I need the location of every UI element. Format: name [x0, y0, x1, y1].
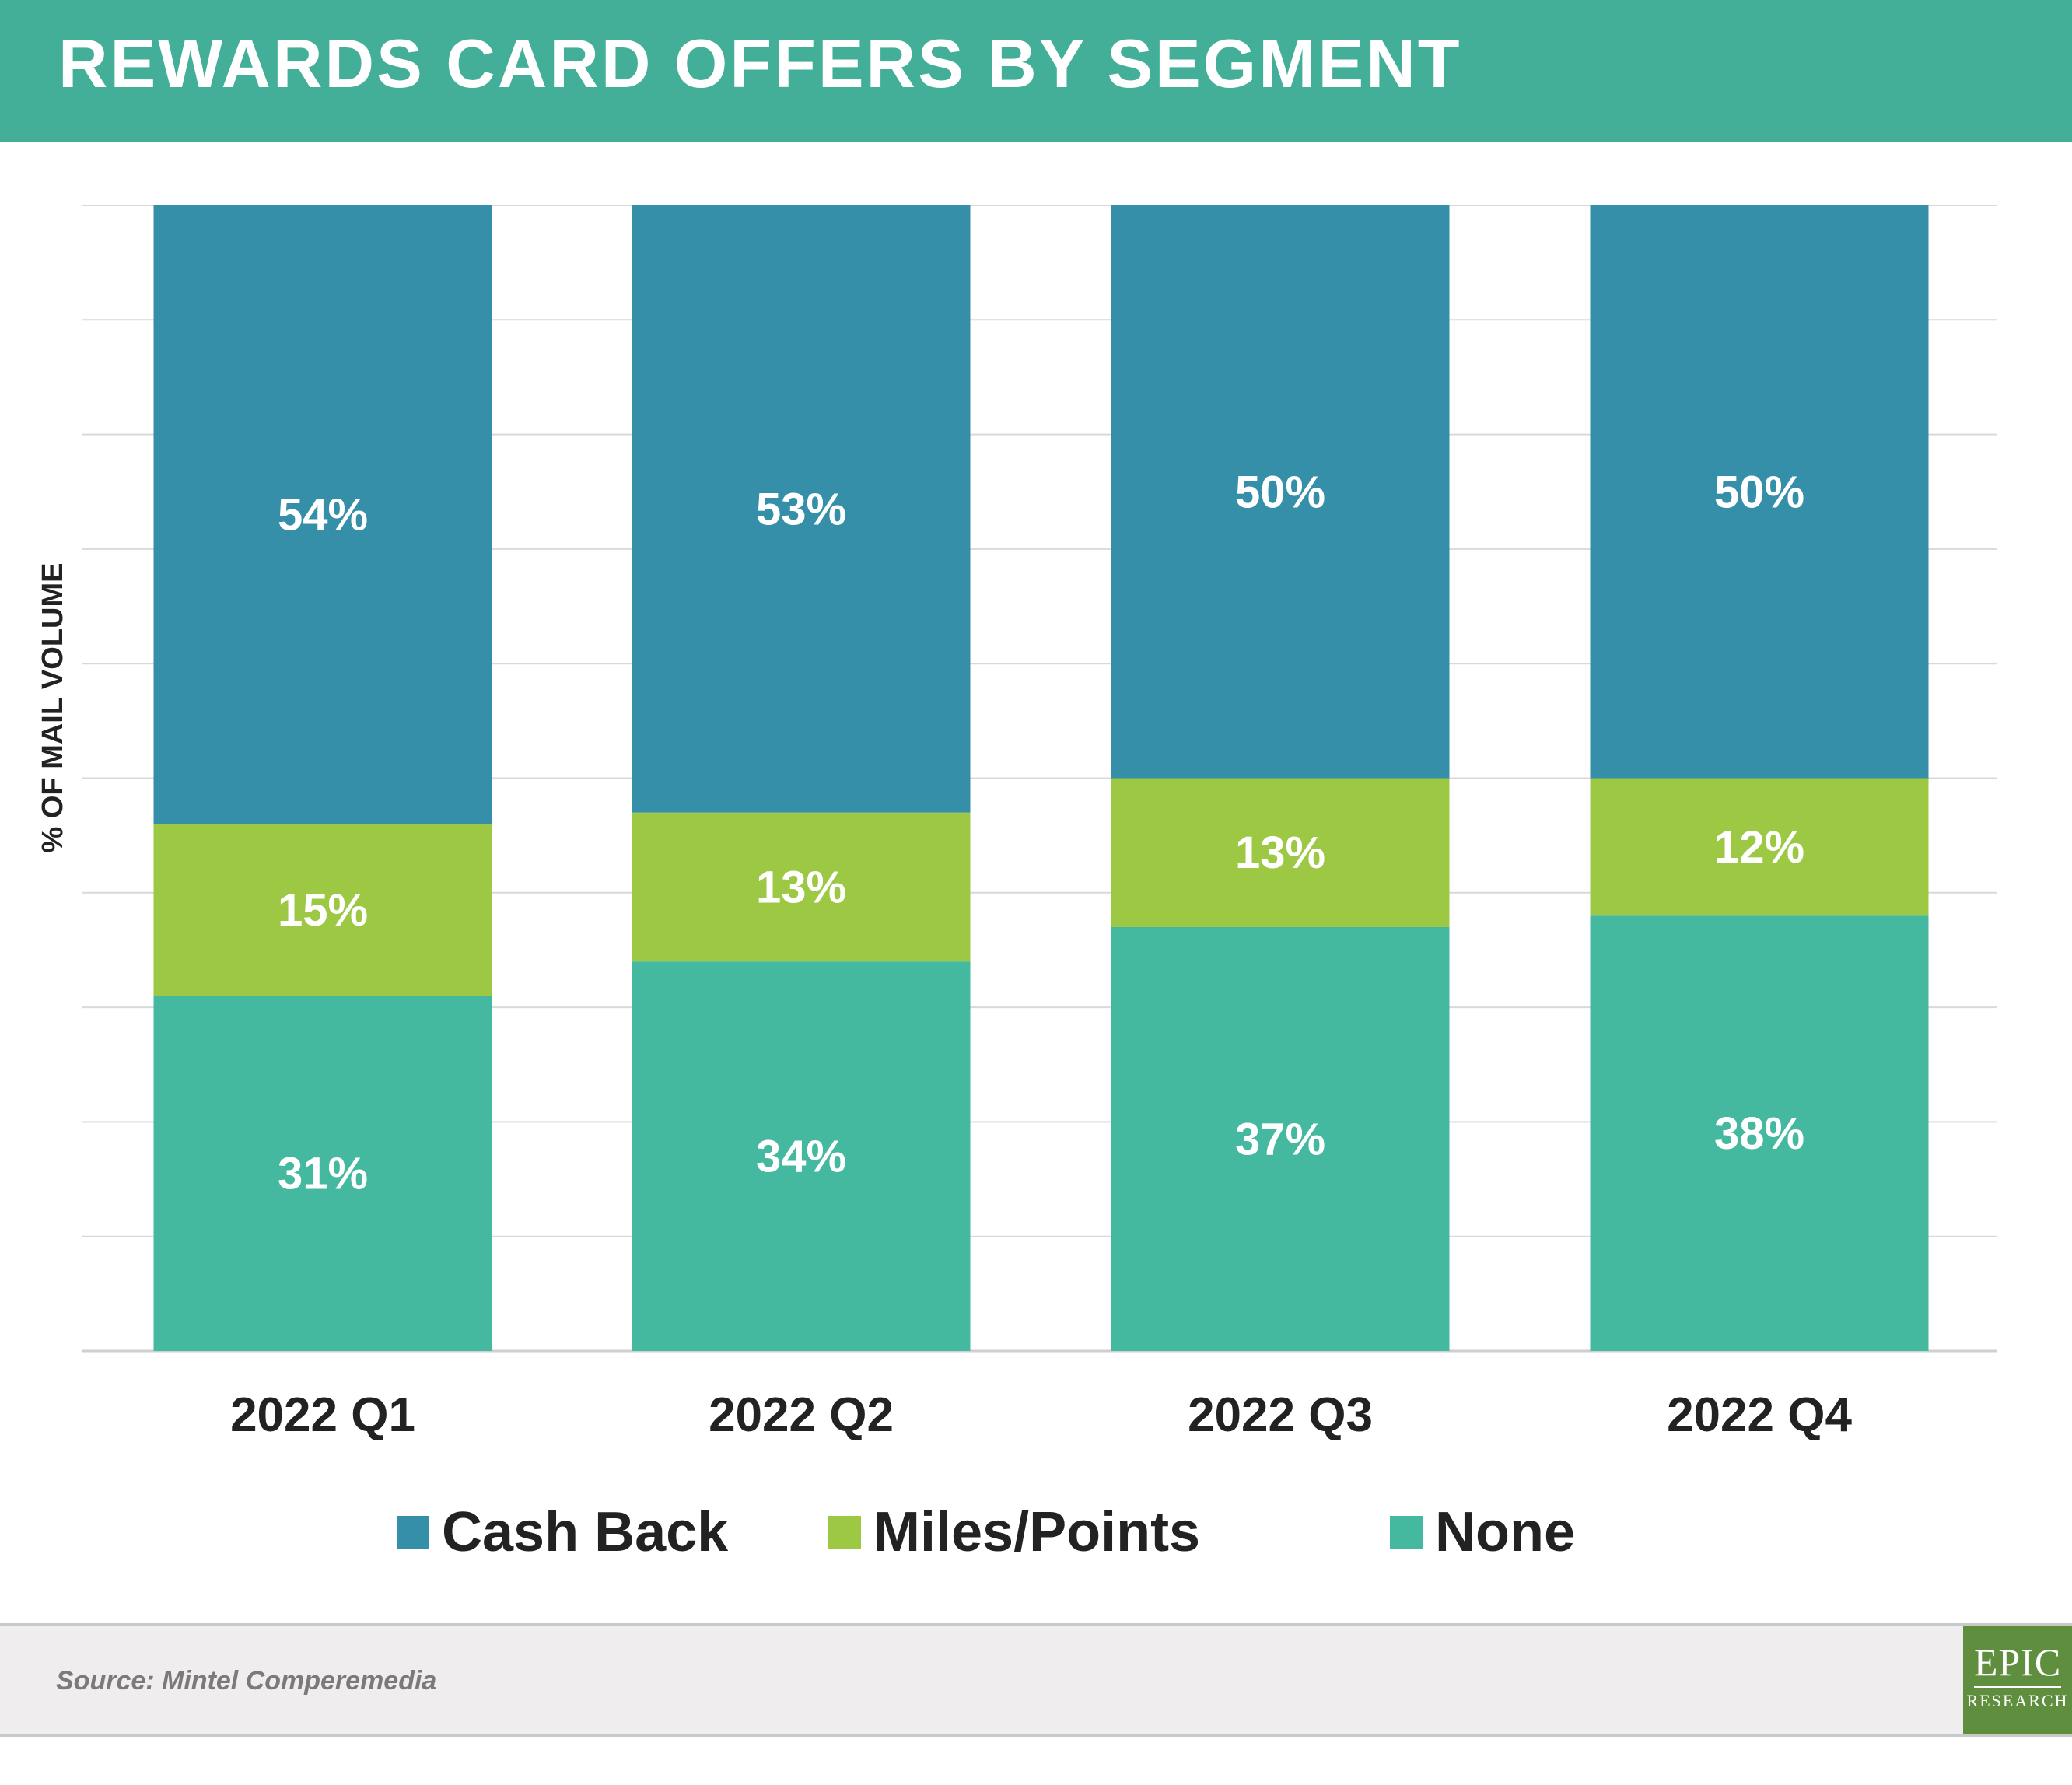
bar-segment-cash-back — [153, 205, 492, 824]
category-label: 2022 Q1 — [230, 1388, 415, 1442]
data-label-miles-points: 13% — [1235, 828, 1325, 878]
title-band: REWARDS CARD OFFERS BY SEGMENT — [0, 0, 2072, 142]
legend-item-none: None — [1390, 1497, 1575, 1567]
data-label-cash-back: 50% — [1714, 467, 1804, 517]
legend-label: Cash Back — [442, 1501, 729, 1563]
legend-item-cash-back: Cash Back — [397, 1497, 728, 1567]
epic-research-logo: EPIC RESEARCH — [1963, 1626, 2072, 1734]
category-label: 2022 Q4 — [1667, 1388, 1852, 1442]
bar-segment-cash-back — [1590, 205, 1929, 779]
bar-segment-cash-back — [632, 205, 971, 813]
data-label-miles-points: 12% — [1714, 822, 1804, 873]
bar-segment-cash-back — [1111, 205, 1450, 779]
legend-swatch — [397, 1516, 429, 1549]
bar-segment-miles-points — [1111, 778, 1450, 927]
y-axis-label: % OF MAIL VOLUME — [37, 563, 69, 853]
bar-segment-miles-points — [632, 812, 971, 962]
bar-segment-none — [1111, 926, 1450, 1351]
footer: Source: Mintel Comperemedia EPIC RESEARC… — [0, 1623, 2072, 1737]
data-label-cash-back: 50% — [1235, 467, 1325, 517]
logo-main-text: EPIC — [1973, 1640, 2062, 1684]
bar-segment-miles-points — [153, 824, 492, 996]
bar-segment-none — [1590, 915, 1929, 1351]
bar-segment-none — [153, 996, 492, 1351]
bars — [153, 205, 1929, 1351]
legend: Cash Back Miles/Points None — [0, 1497, 2072, 1567]
legend-label: None — [1435, 1501, 1575, 1563]
source-note: Source: Mintel Comperemedia — [56, 1666, 437, 1696]
legend-swatch — [1390, 1516, 1423, 1549]
bar-segment-miles-points — [1590, 778, 1929, 916]
chart-title: REWARDS CARD OFFERS BY SEGMENT — [58, 25, 1462, 102]
legend-item-miles-points: Miles/Points — [828, 1497, 1200, 1567]
data-label-none: 34% — [756, 1132, 846, 1182]
data-label-none: 37% — [1235, 1114, 1325, 1164]
category-labels: 2022 Q1 2022 Q2 2022 Q3 2022 Q4 — [230, 1388, 1852, 1442]
logo-sub-text: RESEARCH — [1966, 1691, 2069, 1710]
category-label: 2022 Q3 — [1188, 1388, 1373, 1442]
logo-divider — [1974, 1686, 2061, 1688]
data-label-miles-points: 15% — [278, 885, 368, 936]
bar-segment-none — [632, 961, 971, 1351]
category-label: 2022 Q2 — [709, 1388, 894, 1442]
data-labels: 31% 15% 54% 34% 13% 53% 37% 13% 50% 38% 12% 50% — [278, 467, 1804, 1199]
data-label-none: 31% — [278, 1149, 368, 1199]
legend-label: Miles/Points — [873, 1501, 1201, 1563]
legend-swatch — [828, 1516, 861, 1549]
stacked-bar-chart: 31% 15% 54% 34% 13% 53% 37% 13% 50% 38% 12% 50% 202… — [37, 205, 1997, 1442]
data-label-miles-points: 13% — [756, 862, 846, 912]
data-label-none: 38% — [1714, 1108, 1804, 1159]
data-label-cash-back: 54% — [278, 490, 368, 541]
data-label-cash-back: 53% — [756, 484, 846, 534]
